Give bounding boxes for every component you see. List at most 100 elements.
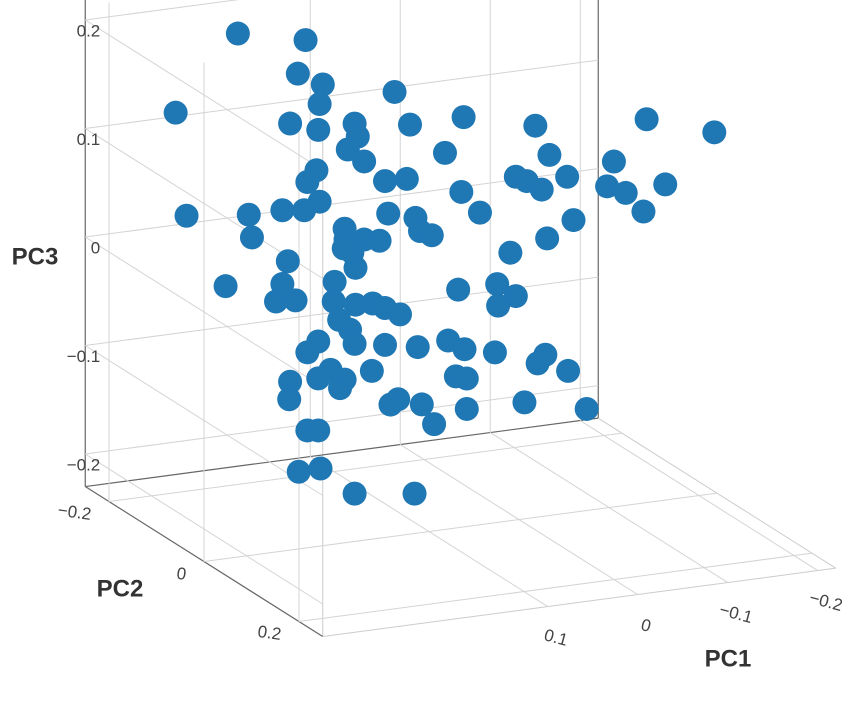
point	[342, 331, 367, 356]
point	[306, 418, 331, 443]
point	[343, 255, 368, 280]
point	[482, 340, 507, 365]
point	[343, 292, 368, 317]
point	[321, 289, 346, 314]
point	[174, 203, 199, 228]
x-tick-label: −0.2	[807, 588, 844, 615]
point	[270, 198, 295, 223]
point	[307, 92, 332, 117]
point	[561, 208, 586, 233]
point	[308, 456, 333, 481]
z-tick-label: −0.1	[67, 347, 101, 366]
point	[595, 174, 620, 199]
grid-line	[108, 432, 623, 503]
point	[405, 335, 430, 360]
point	[535, 226, 560, 251]
y-tick-label: −0.2	[57, 500, 93, 523]
y-tick-label: 0.2	[256, 622, 282, 644]
point	[322, 269, 347, 294]
point	[388, 302, 412, 327]
point	[310, 72, 335, 97]
point	[359, 358, 384, 383]
point	[373, 332, 398, 357]
box-edge	[85, 417, 599, 488]
grid-line	[84, 19, 324, 171]
z-tick-label: 0.2	[77, 21, 101, 40]
x-tick-label: 0.1	[542, 625, 570, 649]
grid-line	[84, 453, 324, 605]
point	[283, 288, 308, 313]
point	[306, 117, 331, 142]
point	[467, 200, 492, 225]
point	[512, 390, 537, 415]
point	[613, 180, 638, 205]
point	[285, 61, 310, 86]
grid-line	[84, 236, 324, 388]
grid-line	[85, 59, 599, 129]
point	[485, 272, 510, 297]
point	[451, 105, 476, 130]
point	[378, 392, 403, 417]
point	[503, 284, 528, 309]
point	[702, 120, 727, 145]
z-axis-title: PC3	[12, 243, 59, 270]
point	[306, 366, 331, 391]
point	[498, 240, 523, 265]
point	[653, 172, 678, 197]
point	[236, 202, 261, 227]
point	[402, 481, 427, 506]
point	[555, 164, 580, 189]
point	[574, 396, 599, 421]
z-tick-label: 0.1	[77, 130, 101, 149]
z-tick-label: −0.2	[67, 455, 101, 474]
point	[163, 100, 188, 125]
point	[295, 340, 320, 365]
point	[432, 140, 457, 165]
point	[422, 412, 447, 437]
point	[295, 169, 320, 194]
grid-line	[298, 552, 813, 623]
point	[275, 249, 300, 274]
point	[452, 337, 477, 362]
grid-line	[84, 345, 324, 496]
point	[352, 149, 377, 174]
point	[293, 28, 318, 53]
x-tick-label: 0	[639, 615, 653, 636]
point	[376, 201, 401, 226]
point	[278, 111, 303, 136]
point	[454, 396, 479, 421]
point	[213, 274, 238, 299]
point	[239, 225, 264, 250]
point	[556, 358, 581, 383]
box-edge	[322, 567, 836, 638]
point	[601, 149, 626, 174]
point	[225, 21, 250, 46]
point	[398, 112, 422, 137]
point	[446, 277, 471, 302]
point	[537, 142, 562, 167]
point	[454, 366, 479, 391]
point	[373, 169, 398, 194]
point	[634, 107, 659, 132]
point	[292, 198, 317, 223]
point	[486, 293, 511, 318]
point	[342, 481, 367, 506]
point	[264, 289, 289, 314]
point	[328, 376, 353, 401]
point	[286, 459, 311, 484]
z-tick-label: 0	[91, 238, 100, 257]
grid-line	[85, 0, 240, 21]
point	[529, 177, 554, 202]
point	[331, 236, 356, 261]
point	[525, 351, 550, 376]
y-axis-title: PC2	[97, 575, 144, 602]
point	[394, 166, 419, 191]
grid-line	[85, 385, 599, 455]
x-axis-title: PC1	[705, 645, 752, 672]
point	[419, 223, 444, 248]
point	[278, 369, 303, 394]
grid-line	[203, 492, 718, 563]
point	[367, 228, 392, 253]
point	[631, 199, 656, 224]
